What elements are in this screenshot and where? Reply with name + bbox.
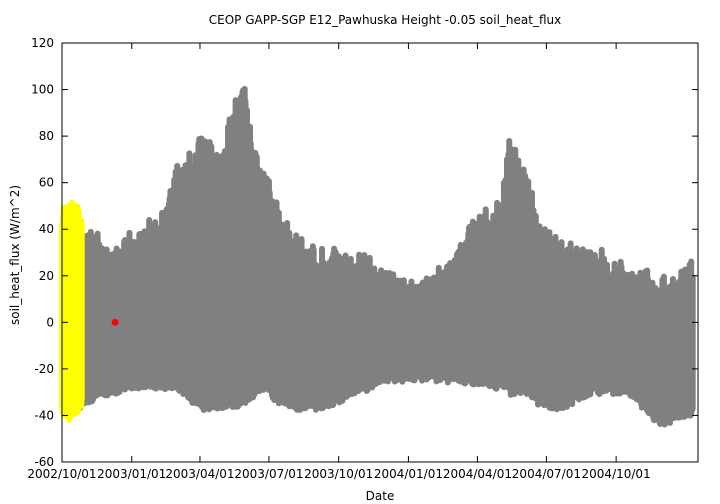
series-highlight [59, 199, 85, 424]
data-point [111, 318, 119, 326]
x-tick-label: 2004/07/01 [512, 467, 581, 481]
x-tick-label: 2004/04/01 [443, 467, 512, 481]
x-tick-label: 2003/10/01 [304, 467, 373, 481]
x-axis-label: Date [366, 489, 395, 503]
y-tick-label: 60 [39, 176, 54, 190]
y-tick-label: 0 [46, 315, 54, 329]
x-tick-label: 2003/07/01 [234, 467, 303, 481]
plot-frame [61, 42, 699, 463]
x-tick-label: 2003/01/01 [97, 467, 166, 481]
y-tick-label: 80 [39, 129, 54, 143]
y-tick-label: -60 [34, 455, 54, 469]
y-tick-label: 20 [39, 269, 54, 283]
y-tick-label: 120 [31, 36, 54, 50]
y-tick-label: 100 [31, 83, 54, 97]
chart-title: CEOP GAPP-SGP E12_Pawhuska Height -0.05 … [209, 13, 561, 27]
y-tick-label: 40 [39, 222, 54, 236]
y-tick-label: -40 [34, 408, 54, 422]
series-main [73, 85, 696, 428]
x-tick-label: 2004/01/01 [374, 467, 443, 481]
series-marker [111, 318, 119, 326]
x-tick-label: 2002/10/01 [27, 467, 96, 481]
x-tick-label: 2004/10/01 [582, 467, 651, 481]
chart-marks [59, 85, 696, 428]
y-tick-label: -20 [34, 362, 54, 376]
x-tick-label: 2003/04/01 [165, 467, 234, 481]
y-axis-label: soil_heat_flux (W/m^2) [8, 185, 22, 325]
